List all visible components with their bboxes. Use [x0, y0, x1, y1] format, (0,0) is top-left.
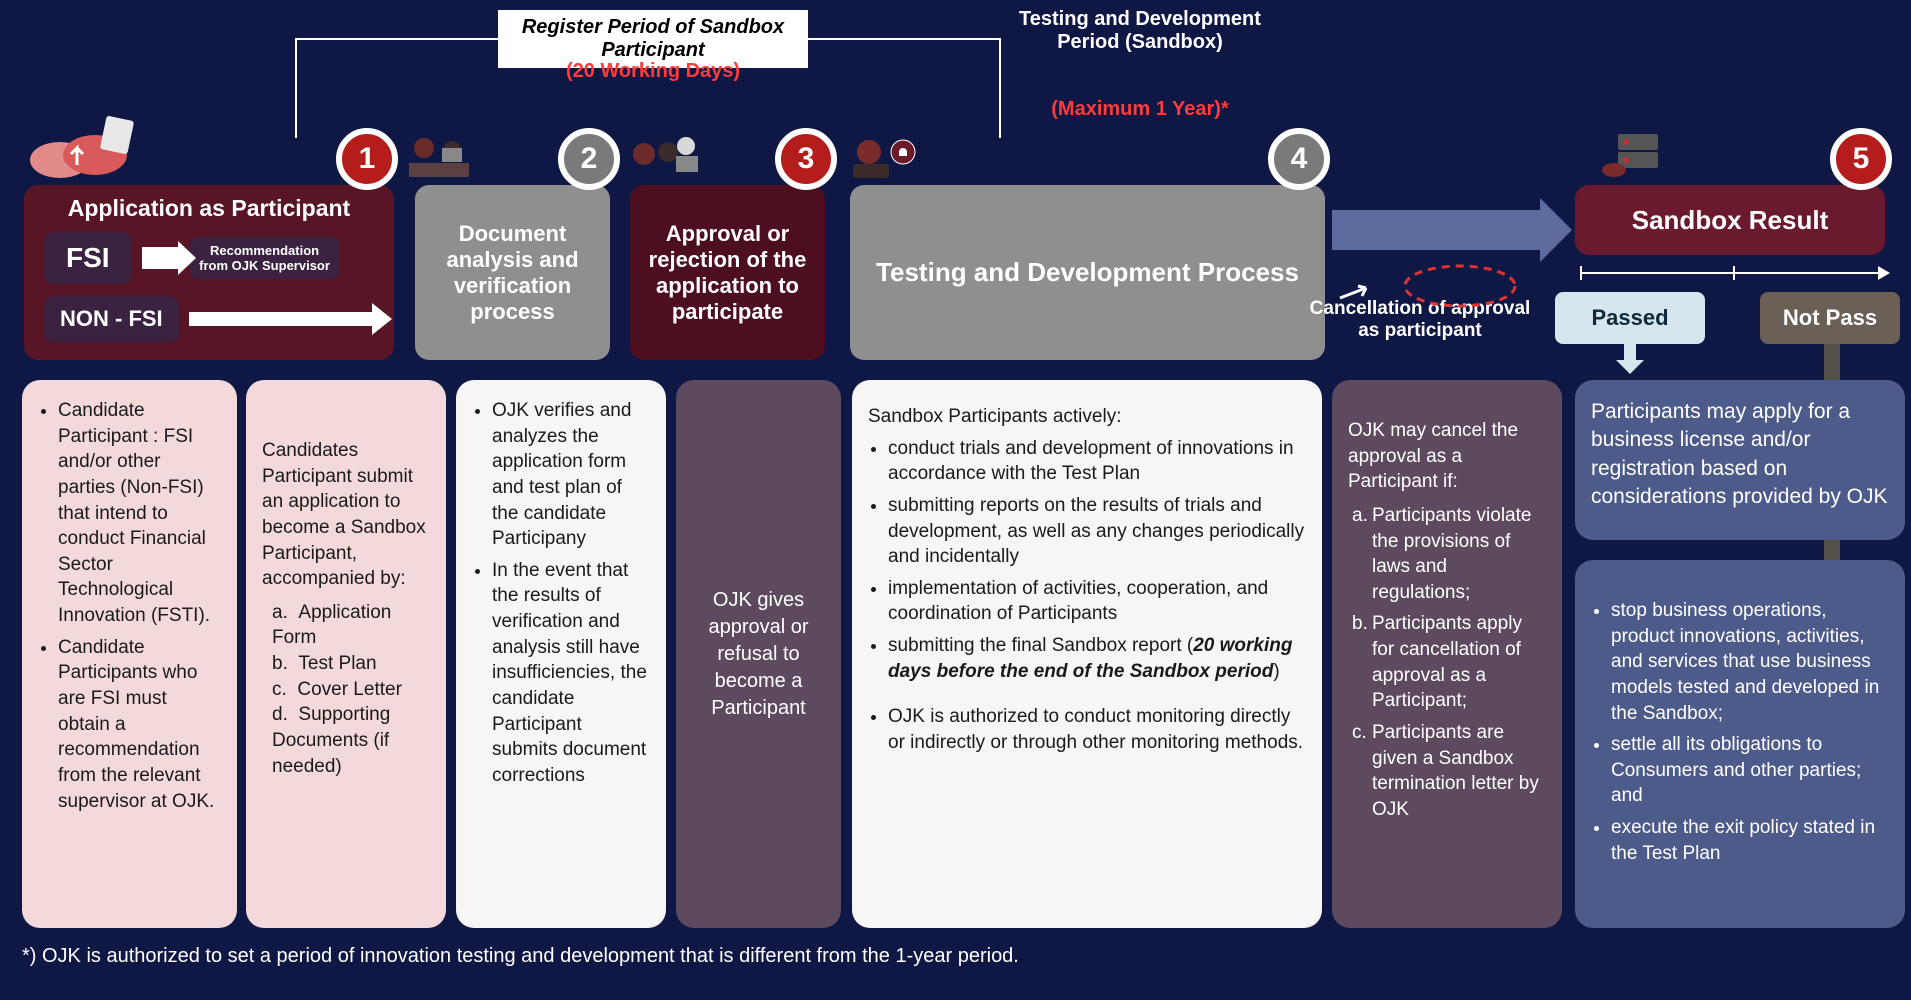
detail-2: OJK verifies and analyzes the applicatio…: [456, 380, 666, 928]
badge-1: 1: [336, 128, 398, 190]
bracket-register-down-l: [295, 38, 297, 138]
detail-passed: Participants may apply for a business li…: [1575, 380, 1905, 540]
d1a-item1: Candidate Participant : FSI and/or other…: [58, 398, 221, 629]
d1b-d: d. Supporting Documents (if needed): [272, 702, 430, 779]
stage2-people-icon: [626, 128, 701, 188]
nonfsi-arrow: [189, 312, 374, 326]
fsi-chip: FSI: [44, 232, 132, 284]
badge-4: 4: [1268, 128, 1330, 190]
arrow-to-result: [1332, 210, 1542, 250]
d1a-item2: Candidate Participants who are FSI must …: [58, 635, 221, 814]
dnotpass-1: stop business operations, product innova…: [1611, 598, 1889, 726]
d2-item1: OJK verifies and analyzes the applicatio…: [492, 398, 650, 552]
d4-5: OJK is authorized to conduct monitoring …: [888, 704, 1306, 755]
d1b-b: b. Test Plan: [272, 651, 430, 677]
badge-3: 3: [775, 128, 837, 190]
result-arrow-mid: [1733, 266, 1735, 280]
cloud-upload-icon: [25, 110, 145, 185]
dcancel-b: b.Participants apply for cancellation of…: [1352, 611, 1546, 714]
cancellation-dashed: [1400, 262, 1520, 315]
detail-4: Sandbox Participants actively: conduct t…: [852, 380, 1322, 928]
fsi-arrow: [142, 247, 180, 269]
d1b-c: c. Cover Letter: [272, 677, 430, 703]
detail-3: OJK gives approval or refusal to become …: [676, 380, 841, 928]
dcancel-intro: OJK may cancel the approval as a Partici…: [1348, 418, 1546, 495]
bracket-register: [295, 38, 500, 40]
dnotpass-3: execute the exit policy stated in the Te…: [1611, 815, 1889, 866]
d4-2: submitting reports on the results of tri…: [888, 493, 1306, 570]
dcancel-a: a.Participants violate the provisions of…: [1352, 503, 1546, 606]
stage5-server-icon: [1600, 128, 1675, 188]
dcancel-c: c.Participants are given a Sandbox termi…: [1352, 720, 1546, 823]
d4-4: submitting the final Sandbox report (20 …: [888, 633, 1306, 684]
result-arrow-line: [1582, 272, 1882, 274]
dnotpass-2: settle all its obligations to Consumers …: [1611, 732, 1889, 809]
d4-3: implementation of activities, cooperatio…: [888, 576, 1306, 627]
stage-2-box: Document analysis and verification proce…: [415, 185, 610, 360]
recommendation-chip: Recommendation from OJK Supervisor: [190, 237, 340, 279]
d4-1: conduct trials and development of innova…: [888, 436, 1306, 487]
testing-period-label: Testing and Development Period (Sandbox): [1015, 8, 1265, 54]
stage-1-box: Application as Participant FSI Recommend…: [24, 185, 394, 360]
d4-intro: Sandbox Participants actively:: [868, 404, 1306, 430]
badge-5: 5: [1830, 128, 1892, 190]
register-period-days: (20 Working Days): [498, 60, 808, 83]
d1b-intro: Candidates Participant submit an applica…: [262, 438, 430, 592]
stage-5-box: Sandbox Result: [1575, 185, 1885, 255]
bracket-register-down-r: [999, 38, 1001, 138]
d2-item2: In the event that the results of verific…: [492, 558, 650, 789]
stage-3-box: Approval or rejection of the application…: [630, 185, 825, 360]
detail-notpass: stop business operations, product innova…: [1575, 560, 1905, 928]
detail-cancel: OJK may cancel the approval as a Partici…: [1332, 380, 1562, 928]
result-arrow-stub: [1580, 266, 1582, 280]
stage-1-title: Application as Participant: [68, 195, 350, 222]
passed-down-arrow: [1612, 344, 1648, 381]
nonfsi-chip: NON - FSI: [44, 296, 179, 342]
stage3-people-icon: [843, 128, 918, 188]
d1b-a: a. Application Form: [272, 600, 430, 651]
stage-4-box: Testing and Development Process: [850, 185, 1325, 360]
footnote: *) OJK is authorized to set a period of …: [22, 945, 1019, 968]
passed-box: Passed: [1555, 292, 1705, 344]
notpass-box: Not Pass: [1760, 292, 1900, 344]
badge-2: 2: [558, 128, 620, 190]
bracket-register-r: [806, 38, 1001, 40]
stage1-people-icon: [404, 128, 474, 188]
testing-period-days: (Maximum 1 Year)*: [1000, 98, 1280, 121]
detail-1a: Candidate Participant : FSI and/or other…: [22, 380, 237, 928]
result-arrow-head-r: [1878, 266, 1890, 280]
detail-1b: Candidates Participant submit an applica…: [246, 380, 446, 928]
